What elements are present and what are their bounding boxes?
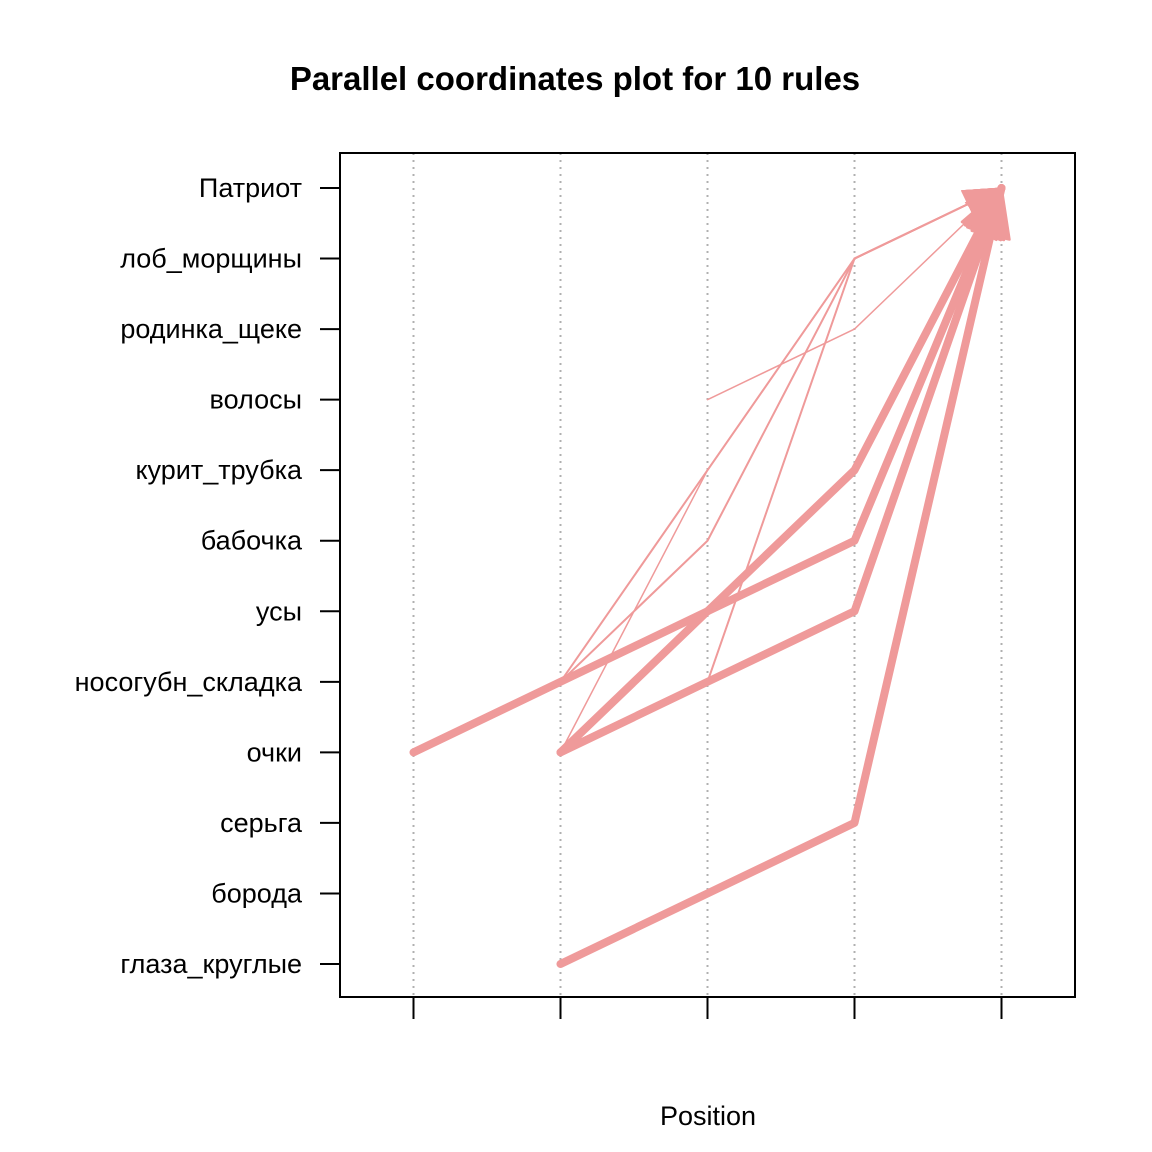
y-tick-label: бабочка	[201, 526, 303, 556]
rule-line-6	[559, 187, 1003, 683]
y-tick-label: серьга	[220, 808, 303, 838]
y-tick-label: лоб_морщины	[120, 244, 302, 274]
y-tick-label: курит_трубка	[135, 455, 303, 485]
rule-line-2	[706, 187, 1003, 401]
y-tick-label: носогубн_складка	[75, 667, 303, 697]
x-axis-label: Position	[660, 1101, 756, 1131]
rule-line-8	[556, 184, 1006, 757]
x-axis	[412, 997, 1003, 1019]
y-tick-label: Патриот	[199, 173, 302, 203]
rule-line-10	[556, 184, 1006, 968]
y-tick-label: очки	[247, 737, 302, 767]
y-axis: глаза_круглые борода серьга очки носогубн_ск…	[75, 173, 340, 979]
y-tick-label: волосы	[210, 385, 302, 415]
y-tick-label: родинка_щеке	[120, 314, 302, 344]
rules-layer	[409, 184, 1011, 968]
y-tick-label: глаза_круглые	[120, 949, 302, 979]
rule-line-5	[559, 187, 1003, 683]
y-tick-label: борода	[211, 878, 303, 908]
grid-layer	[412, 153, 1003, 997]
rule-line-9	[556, 184, 1006, 757]
y-tick-label: усы	[256, 596, 302, 626]
chart-title: Parallel coordinates plot for 10 rules	[290, 60, 860, 97]
rule-arrowhead-10	[970, 186, 1011, 241]
